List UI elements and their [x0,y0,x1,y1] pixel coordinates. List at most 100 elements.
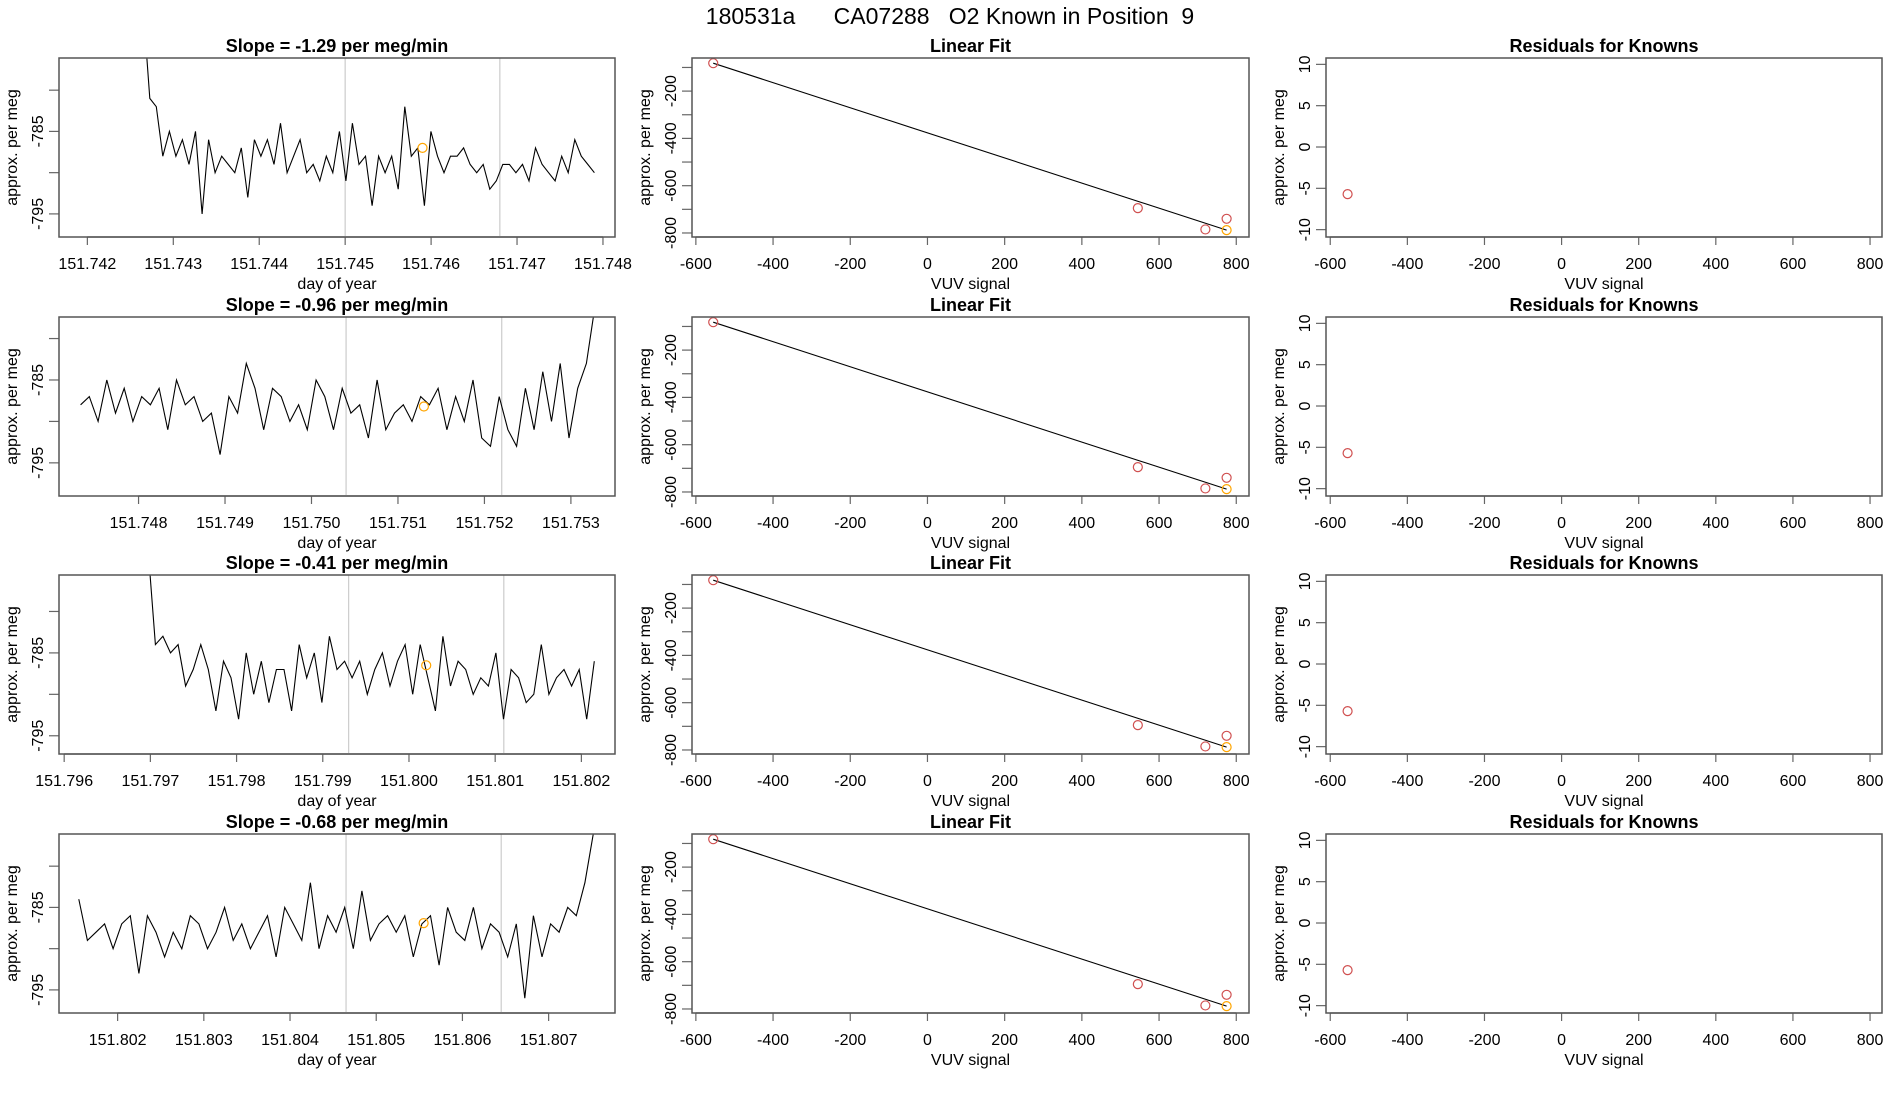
y-axis-label: approx. per meg [637,865,654,982]
signal-series-line [149,575,595,720]
panel-title: Slope = -0.96 per meg/min [226,295,449,315]
panel-title: Residuals for Knowns [1509,812,1698,832]
x-tick-label: -600 [1314,515,1346,532]
x-tick-label: 200 [1625,1032,1652,1049]
y-axis-label: approx. per meg [1271,89,1288,206]
x-tick-label: 200 [991,256,1018,273]
y-tick-label: -785 [30,891,47,923]
time-series-panel: Slope = -0.41 per meg/min 151.796 151.797 1… [4,553,616,810]
y-tick-label: -800 [663,734,680,766]
panel-title: Residuals for Knowns [1509,553,1698,573]
plot-frame [691,316,1250,497]
x-tick-label: 0 [1557,773,1566,790]
x-tick-label: -400 [757,1032,789,1049]
fit-line [713,62,1227,231]
residuals-panel: Residuals for Knowns -600 -400 -200 0 200 400 6… [1271,553,1883,810]
y-tick-label: -785 [30,364,47,396]
x-tick-label: -600 [680,1032,712,1049]
x-tick-label: 400 [1702,256,1729,273]
x-tick-label: 800 [1223,773,1250,790]
current-point [1221,742,1232,753]
linear-fit-panel: Linear Fit -600 -400 -200 0 200 400 600 800 VUV s… [637,553,1250,810]
x-tick-label: 400 [1069,515,1096,532]
y-tick-label: -200 [663,75,680,107]
known-point [1342,965,1353,976]
plot-area [1342,706,1353,717]
x-axis-label: VUV signal [931,793,1010,810]
y-tick-label: -400 [663,381,680,413]
y-tick-label: 5 [1297,618,1314,627]
known-point [1342,448,1353,459]
x-tick-label: 151.796 [35,773,93,790]
x-tick-label: 600 [1780,1032,1807,1049]
plot-frame [58,57,616,238]
x-tick-label: 151.748 [110,515,168,532]
fit-line [713,838,1227,1007]
x-tick-label: 200 [991,1032,1018,1049]
plot-area [1342,965,1353,976]
x-tick-label: 151.743 [144,256,202,273]
x-tick-label: 151.797 [121,773,179,790]
panel-title: Slope = -0.41 per meg/min [226,553,449,573]
x-tick-label: 400 [1702,1032,1729,1049]
x-tick-label: 0 [923,1032,932,1049]
y-tick-label: -10 [1297,735,1314,758]
x-tick-label: 151.803 [175,1032,233,1049]
y-tick-label: -800 [663,476,680,508]
plot-area [708,317,1232,495]
x-tick-label: 151.799 [294,773,352,790]
x-tick-label: 800 [1223,515,1250,532]
y-tick-label: -795 [30,974,47,1006]
panel-title: Linear Fit [930,36,1011,56]
known-point [1342,706,1353,717]
x-tick-label: 151.748 [574,256,632,273]
y-tick-label: -5 [1297,957,1314,971]
x-axis-label: day of year [297,1052,377,1069]
y-tick-label: 5 [1297,360,1314,369]
x-tick-label: 600 [1146,515,1173,532]
y-tick-label: -200 [663,851,680,883]
y-axis-label: approx. per meg [637,89,654,206]
y-tick-label: 10 [1297,831,1314,849]
y-tick-label: -600 [663,429,680,461]
y-tick-label: -10 [1297,218,1314,241]
time-series-panel: Slope = -0.68 per meg/min 151.802 151.803 1… [4,812,616,1069]
x-axis-label: VUV signal [1564,276,1643,293]
x-axis-label: VUV signal [1564,793,1643,810]
x-tick-label: 400 [1069,773,1096,790]
x-tick-label: -600 [680,773,712,790]
y-tick-label: -800 [663,993,680,1025]
plot-frame [1325,316,1883,497]
y-axis-label: approx. per meg [637,606,654,723]
x-tick-label: 0 [923,256,932,273]
panel-title: Slope = -0.68 per meg/min [226,812,449,832]
x-tick-label: -200 [834,256,866,273]
x-axis-label: VUV signal [1564,1052,1643,1069]
x-tick-label: 800 [1857,256,1884,273]
current-sample-point [418,401,430,412]
known-point [1132,462,1143,473]
x-tick-label: 600 [1146,256,1173,273]
y-tick-label: -10 [1297,994,1314,1017]
x-tick-label: 800 [1223,1032,1250,1049]
panel-title: Slope = -1.29 per meg/min [226,36,449,56]
x-tick-label: 200 [1625,773,1652,790]
x-tick-label: 0 [923,515,932,532]
x-tick-label: 0 [923,773,932,790]
x-tick-label: 151.804 [261,1032,319,1049]
y-tick-label: -200 [663,334,680,366]
y-tick-label: 0 [1297,918,1314,927]
x-tick-label: 151.752 [456,515,514,532]
x-tick-label: 0 [1557,1032,1566,1049]
x-tick-label: 200 [991,515,1018,532]
panel-title: Linear Fit [930,553,1011,573]
current-point [1221,484,1232,495]
known-point [1132,203,1143,214]
known-point [1132,720,1143,731]
plot-frame [691,57,1250,238]
x-tick-label: 800 [1857,515,1884,532]
known-point [1221,989,1232,1000]
y-axis-label: approx. per meg [4,606,21,723]
x-tick-label: 800 [1223,256,1250,273]
plot-frame [1325,833,1883,1014]
